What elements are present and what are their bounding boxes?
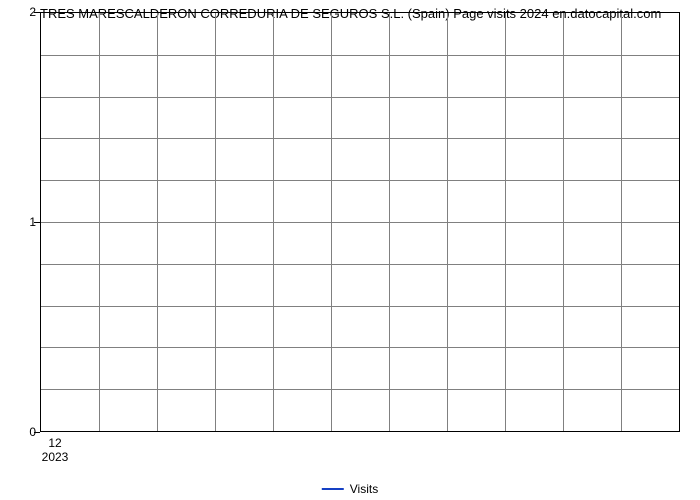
x-year-label: 2023 <box>42 450 69 464</box>
grid-line-v <box>157 13 158 431</box>
grid-line-v <box>389 13 390 431</box>
grid-line-v <box>563 13 564 431</box>
grid-line-h <box>41 138 679 139</box>
legend: Visits <box>322 482 378 496</box>
grid-line-v <box>99 13 100 431</box>
plot-area <box>40 12 680 432</box>
grid-line-h <box>41 389 679 390</box>
grid-line-h-major <box>41 222 679 223</box>
legend-label: Visits <box>350 482 378 496</box>
grid-line-v <box>331 13 332 431</box>
chart-container: TRES MARESCALDERON CORREDURIA DE SEGUROS… <box>0 0 700 500</box>
grid-line-v <box>621 13 622 431</box>
grid-line-h <box>41 97 679 98</box>
grid-line-v <box>447 13 448 431</box>
grid-line-h <box>41 347 679 348</box>
grid-line-v <box>505 13 506 431</box>
grid-line-v <box>273 13 274 431</box>
x-tick-12: 12 <box>48 436 61 450</box>
y-tick-mark <box>34 432 40 433</box>
grid-line-v <box>215 13 216 431</box>
grid-line-h <box>41 264 679 265</box>
grid-line-h <box>41 180 679 181</box>
grid-line-h <box>41 306 679 307</box>
grid-line-h <box>41 55 679 56</box>
legend-line-icon <box>322 488 344 490</box>
